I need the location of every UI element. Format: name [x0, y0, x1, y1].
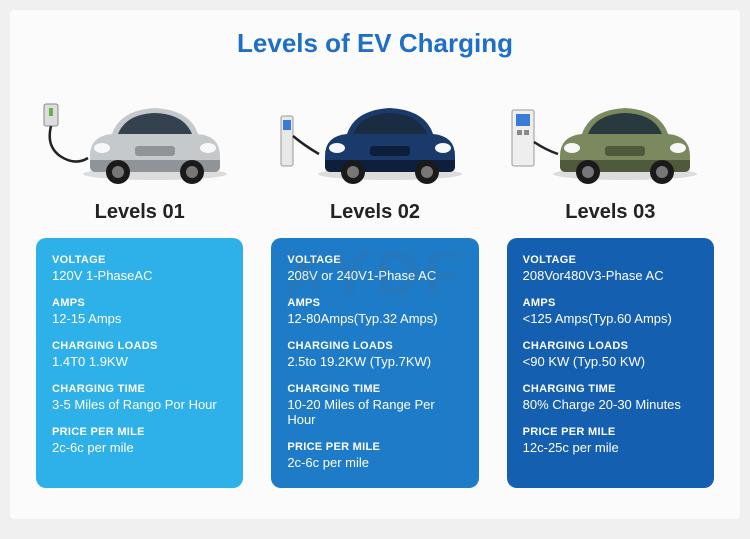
spec-value: 208Vor480V3-Phase AC — [523, 268, 698, 283]
page-title: Levels of EV Charging — [36, 28, 714, 59]
spec-label: AMPS — [523, 297, 698, 309]
spec-value: 208V or 240V1-Phase AC — [287, 268, 462, 283]
spec-value: 80% Charge 20-30 Minutes — [523, 397, 698, 412]
spec-label: CHARGING LOADS — [287, 340, 462, 352]
illustration — [271, 71, 478, 191]
spec-value: <90 KW (Typ.50 KW) — [523, 354, 698, 369]
spec-label: VOLTAGE — [523, 254, 698, 266]
spec-label: PRICE PER MILE — [52, 426, 227, 438]
spec-card: VOLTAGE 208Vor480V3-Phase AC AMPS <125 Amps… — [507, 238, 714, 488]
spec-label: AMPS — [52, 297, 227, 309]
spec-value: <125 Amps(Typ.60 Amps) — [523, 311, 698, 326]
spec-value: 2c-6c per mile — [287, 455, 462, 470]
spec-value: 12c-25c per mile — [523, 440, 698, 455]
spec-value: 120V 1-PhaseAC — [52, 268, 227, 283]
level-label: Levels 03 — [565, 201, 655, 224]
spec-value: 2.5to 19.2KW (Typ.7KW) — [287, 354, 462, 369]
spec-value: 12-15 Amps — [52, 311, 227, 326]
spec-label: CHARGING LOADS — [52, 340, 227, 352]
spec-label: CHARGING LOADS — [523, 340, 698, 352]
illustration — [507, 71, 714, 191]
spec-value: 2c-6c per mile — [52, 440, 227, 455]
level-label: Levels 02 — [330, 201, 420, 224]
spec-value: 3-5 Miles of Rango Por Hour — [52, 397, 227, 412]
spec-value: 1.4T0 1.9KW — [52, 354, 227, 369]
spec-label: CHARGING TIME — [287, 383, 462, 395]
spec-label: VOLTAGE — [52, 254, 227, 266]
infographic-container: Levels of EV Charging Levels 01 VOLTAGE 12… — [10, 10, 740, 519]
spec-label: CHARGING TIME — [523, 383, 698, 395]
car-illustration — [40, 81, 240, 191]
spec-label: VOLTAGE — [287, 254, 462, 266]
level-label: Levels 01 — [95, 201, 185, 224]
level-column: Levels 03 VOLTAGE 208Vor480V3-Phase AC AMPS… — [507, 71, 714, 488]
spec-label: PRICE PER MILE — [523, 426, 698, 438]
spec-card: VOLTAGE 208V or 240V1-Phase AC AMPS 12-80Am… — [271, 238, 478, 488]
spec-label: PRICE PER MILE — [287, 441, 462, 453]
car-illustration — [510, 81, 710, 191]
spec-value: 12-80Amps(Typ.32 Amps) — [287, 311, 462, 326]
spec-label: CHARGING TIME — [52, 383, 227, 395]
car-illustration — [275, 81, 475, 191]
level-column: Levels 01 VOLTAGE 120V 1-PhaseAC AMPS 12-15 … — [36, 71, 243, 488]
level-column: Levels 02 VOLTAGE 208V or 240V1-Phase AC AM… — [271, 71, 478, 488]
spec-card: VOLTAGE 120V 1-PhaseAC AMPS 12-15 Amps CHARG… — [36, 238, 243, 488]
illustration — [36, 71, 243, 191]
spec-value: 10-20 Miles of Range Per Hour — [287, 397, 462, 427]
spec-label: AMPS — [287, 297, 462, 309]
columns: Levels 01 VOLTAGE 120V 1-PhaseAC AMPS 12-15 … — [36, 71, 714, 488]
